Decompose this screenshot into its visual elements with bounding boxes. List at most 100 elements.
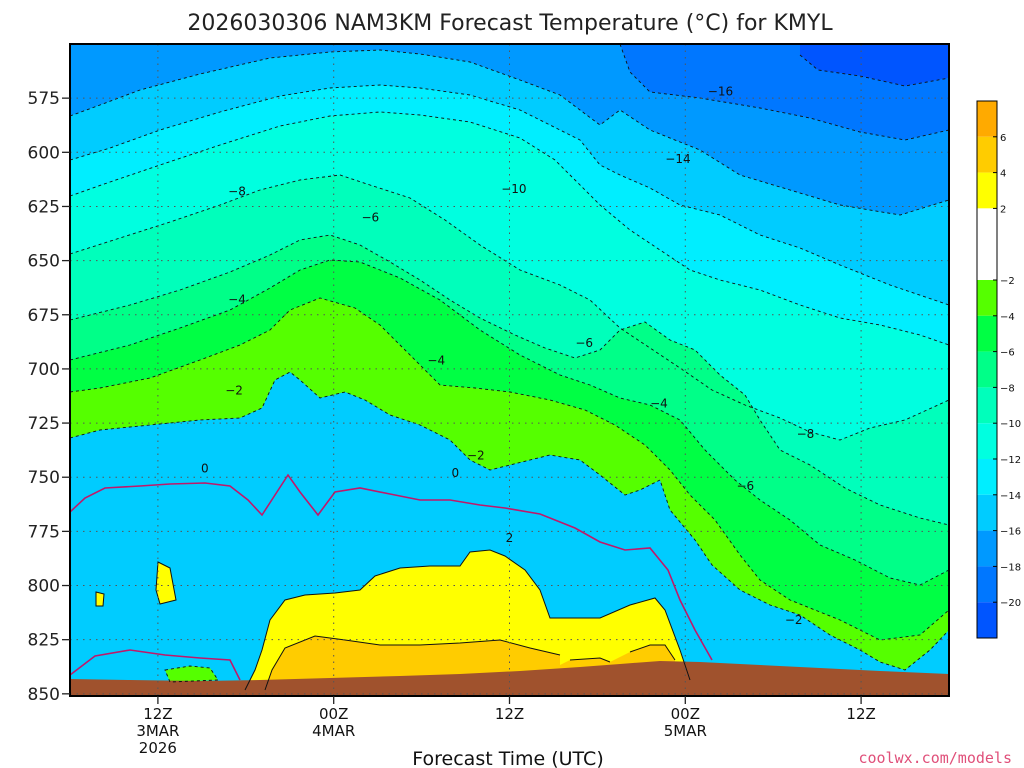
y-tick-label: 700 (28, 360, 60, 380)
contour-label-text: −2 (785, 613, 803, 627)
x-tick-label: 2026 (139, 739, 177, 757)
y-tick-label: 800 (28, 577, 60, 597)
y-tick-label: 600 (28, 143, 60, 163)
x-tick-label: 12Z (495, 705, 524, 723)
x-tick-label: 00Z (671, 705, 700, 723)
y-tick-label: 575 (28, 89, 60, 109)
contour-label-text: −8 (228, 184, 246, 198)
contour-label-text: 0 (201, 462, 209, 476)
colorbar-segment (977, 494, 997, 531)
contour-label: −2 (225, 384, 243, 398)
y-tick-label: 750 (28, 468, 60, 488)
contour-label: −4 (427, 353, 445, 367)
x-tick-label: 12Z (143, 705, 172, 723)
contour-label-text: 2 (506, 531, 514, 545)
band-minus-12-to-minus-14 (70, 50, 949, 305)
zero-contours (69, 473, 713, 681)
y-axis: 575 600 625 650 675 700 725 750 775 800 825 850 (28, 89, 70, 705)
contour-plus-2-patch-2 (95, 591, 105, 607)
colorbar-label: −4 (1000, 312, 1015, 323)
contour-label: −10 (501, 182, 526, 196)
band-minus-6-to-minus-8 (70, 175, 949, 525)
contour-label-text: −14 (665, 152, 690, 166)
contour-label-text: −16 (708, 85, 733, 99)
contour-label: −6 (737, 479, 755, 493)
band-minus-10-to-minus-12 (70, 85, 949, 345)
band-minus-2-to-minus-4 (70, 260, 949, 640)
y-tick-label: 850 (28, 685, 60, 705)
colorbar-label: −16 (1000, 527, 1021, 538)
contour-label-text: −4 (228, 293, 246, 307)
x-tick-label: 12Z (846, 705, 875, 723)
band-zero-to-minus-2 (70, 298, 949, 670)
x-axis-label: Forecast Time (UTC) (412, 748, 603, 768)
colorbar-label: −12 (1000, 455, 1021, 466)
colorbar-segment (977, 101, 997, 137)
freezing-line (69, 473, 713, 661)
contour-plus-2 (244, 549, 691, 691)
grid (70, 44, 949, 696)
colorbar-segment (977, 315, 997, 352)
colorbar-label: −14 (1000, 491, 1021, 502)
contour-label: −8 (797, 427, 815, 441)
plot-area (70, 44, 949, 696)
colorbar-label: −18 (1000, 562, 1021, 573)
contour-plus-2-patch (155, 561, 177, 605)
colorbar-segment (977, 208, 997, 280)
credit-link[interactable]: coolwx.com/models (858, 749, 1012, 767)
contour-label: −6 (575, 336, 593, 350)
band-minus-16-to-minus-18 (620, 44, 949, 140)
contour-label: 0 (451, 466, 459, 480)
colorbar-segment (977, 423, 997, 459)
band-minus-14-to-minus-16 (70, 44, 949, 215)
colorbar-label: −6 (1000, 348, 1015, 359)
colorbar-label: −2 (1000, 276, 1015, 287)
colorbar-label: −20 (1000, 598, 1021, 609)
colorbar-segment (977, 351, 997, 388)
y-tick-label: 825 (28, 631, 60, 651)
contour-label-text: −6 (737, 479, 755, 493)
colorbar-label: 6 (1000, 133, 1006, 144)
colorbar-segment (977, 172, 997, 209)
colorbar-frame (976, 100, 998, 639)
x-tick-label: 00Z (319, 705, 348, 723)
colorbar-label: 2 (1000, 204, 1006, 215)
contour-label: −14 (665, 152, 690, 166)
band-small-cold-patch (165, 666, 218, 682)
terrain (70, 661, 949, 696)
colorbar-label: −8 (1000, 383, 1015, 394)
contour-label: −8 (228, 184, 246, 198)
contour-minus-2 (69, 297, 950, 641)
contour-label: −2 (785, 613, 803, 627)
band-minus-4-to-minus-6 (70, 235, 949, 585)
colorbar-segment (977, 136, 997, 173)
contour-minus-8 (69, 174, 950, 441)
contour-minus-18 (799, 54, 950, 87)
y-tick-label: 650 (28, 252, 60, 272)
contour-labels: −16 −14 −10 −8 −6 −4 −6 −4 −2 −4 −8 −2 0 0 −6 2 −2 (201, 85, 815, 628)
contour-cold-patch (164, 665, 219, 683)
colorbar-segment (977, 566, 997, 603)
x-tick-label: 5MAR (664, 722, 707, 740)
band-small-warm-patch (156, 562, 176, 604)
x-tick-label: 4MAR (312, 722, 355, 740)
colorbar-segment (977, 602, 997, 638)
y-tick-label: 775 (28, 522, 60, 542)
contour-label: −4 (228, 293, 246, 307)
contour-label: 0 (201, 462, 209, 476)
colorbar-label: 4 (1000, 169, 1006, 180)
contour-label: −6 (361, 210, 379, 224)
contour-label: −2 (467, 449, 485, 463)
contour-label: −4 (650, 397, 668, 411)
colorbar-segment (977, 387, 997, 424)
colorbar-segment (977, 459, 997, 495)
y-tick-label: 675 (28, 306, 60, 326)
contour-label-text: −4 (427, 353, 445, 367)
contour-label-text: −10 (501, 182, 526, 196)
colorbar-segment (977, 280, 997, 316)
band-small-warm-patch-2 (96, 592, 104, 606)
contour-label: −16 (708, 85, 733, 99)
freezing-line-low (69, 649, 241, 681)
chart-title: 2026030306 NAM3KM Forecast Temperature (… (187, 11, 833, 36)
band-minus-8-to-minus-10 (70, 112, 949, 440)
